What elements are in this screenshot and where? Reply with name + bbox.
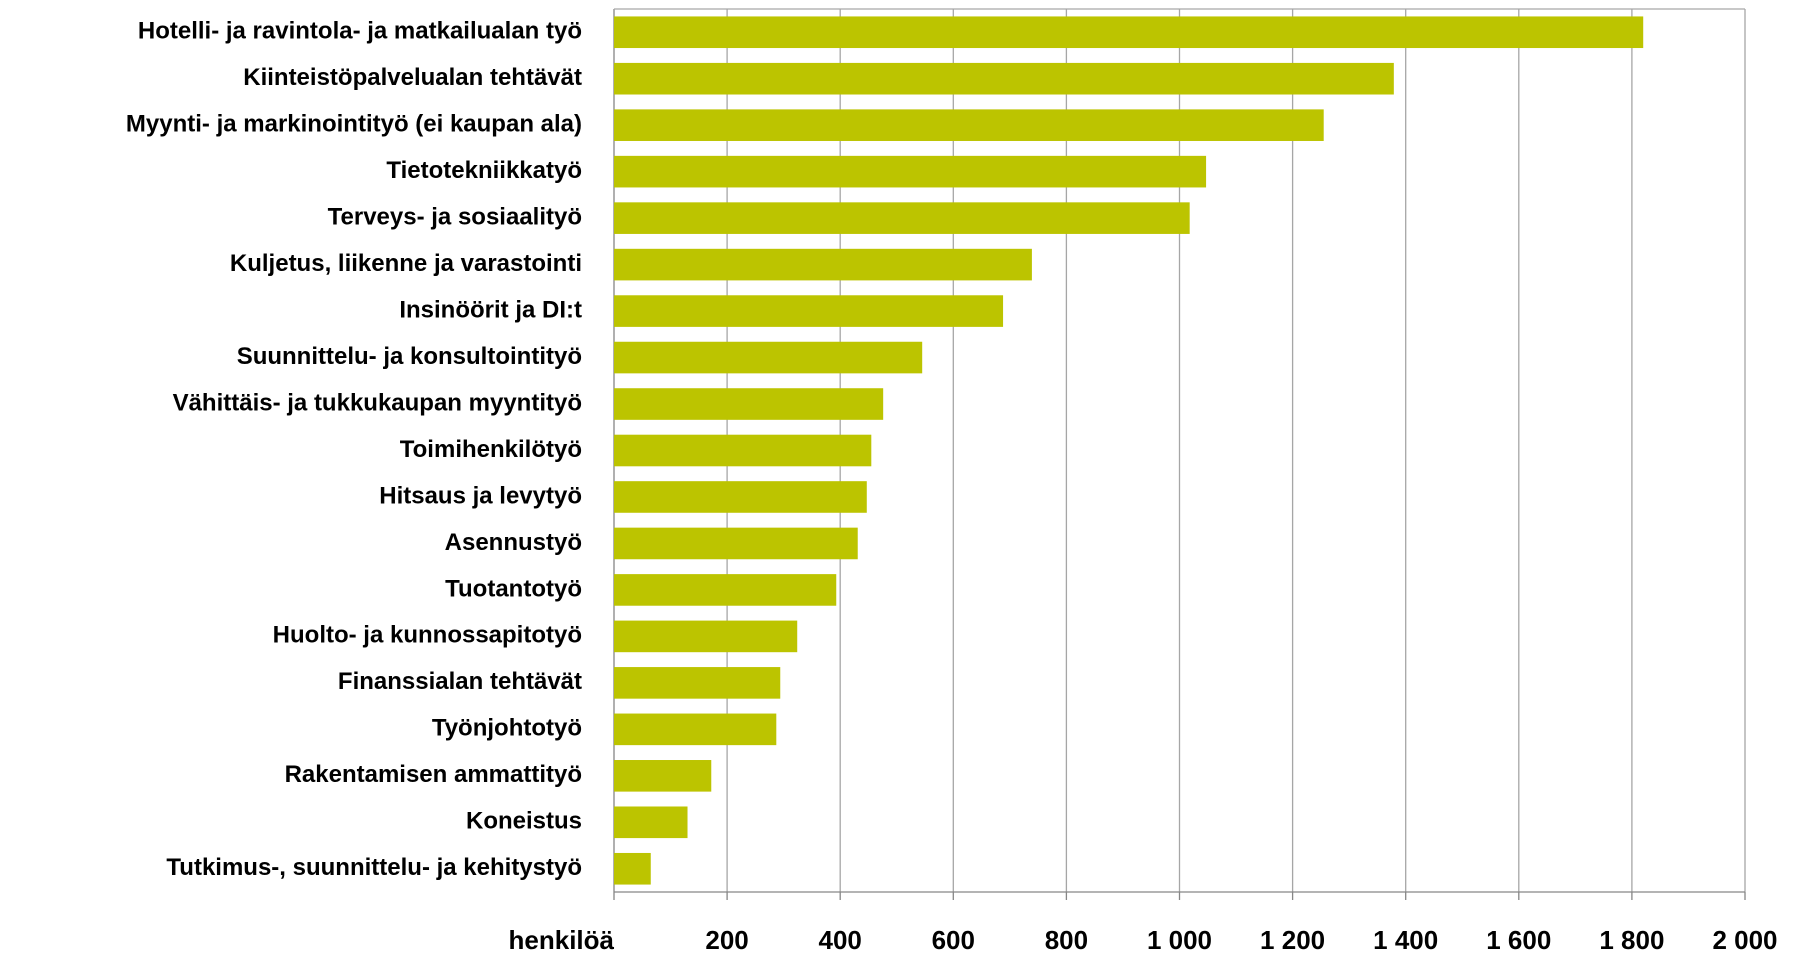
y-tick-label: Huolto- ja kunnossapitotyö: [273, 622, 582, 649]
x-tick-label: 1 200: [1260, 925, 1325, 955]
bar: [614, 202, 1190, 234]
bar: [614, 155, 1207, 188]
bar: [614, 16, 1644, 49]
bar: [614, 713, 777, 746]
bar: [614, 620, 798, 653]
y-tick-label: Asennustyö: [445, 529, 582, 556]
y-tick-label: Tuotantotyö: [445, 575, 582, 602]
bar: [614, 434, 872, 467]
bar: [614, 574, 837, 606]
x-tick-label: 400: [819, 925, 862, 955]
bar: [614, 667, 781, 699]
y-tick-label: Hotelli- ja ravintola- ja matkailualan t…: [138, 18, 582, 45]
bar: [614, 852, 651, 885]
y-tick-label: Vähittäis- ja tukkukaupan myyntityö: [173, 389, 582, 416]
x-axis-label: henkilöä: [509, 925, 615, 955]
y-tick-label: Kuljetus, liikenne ja varastointi: [230, 250, 582, 277]
bar: [614, 248, 1032, 281]
bar: [614, 109, 1324, 141]
y-tick-label: Finanssialan tehtävät: [338, 668, 582, 695]
bar: [614, 341, 923, 374]
y-tick-label: Terveys- ja sosiaalityö: [328, 203, 582, 230]
y-tick-label: Koneistus: [466, 808, 582, 835]
bar: [614, 295, 1004, 327]
y-tick-label: Tietotekniikkatyö: [386, 157, 582, 184]
bar: [614, 388, 884, 420]
y-tick-label: Kiinteistöpalvelualan tehtävät: [243, 64, 582, 91]
x-tick-label: 2 000: [1712, 925, 1777, 955]
x-tick-label: 600: [932, 925, 975, 955]
y-tick-label: Tutkimus-, suunnittelu- ja kehitystyö: [166, 854, 582, 881]
y-tick-label: Rakentamisen ammattityö: [285, 761, 582, 788]
y-tick-label: Toimihenkilötyö: [400, 436, 582, 463]
y-tick-label: Insinöörit ja DI:t: [399, 296, 582, 323]
bar: [614, 62, 1394, 95]
y-tick-label: Suunnittelu- ja konsultointityö: [237, 343, 582, 370]
x-tick-label: 200: [705, 925, 748, 955]
x-tick-label: 1 600: [1486, 925, 1551, 955]
x-tick-label: 800: [1045, 925, 1088, 955]
bar: [614, 806, 688, 839]
bar: [614, 760, 712, 792]
bar: [614, 527, 858, 560]
x-tick-label: 1 800: [1599, 925, 1664, 955]
x-tick-label: 1 000: [1147, 925, 1212, 955]
bar: [614, 481, 867, 513]
x-tick-label: 1 400: [1373, 925, 1438, 955]
y-tick-label: Työnjohtotyö: [432, 715, 582, 742]
y-tick-label: Hitsaus ja levytyö: [379, 482, 582, 509]
y-tick-label: Myynti- ja markinointityö (ei kaupan ala…: [126, 111, 582, 138]
